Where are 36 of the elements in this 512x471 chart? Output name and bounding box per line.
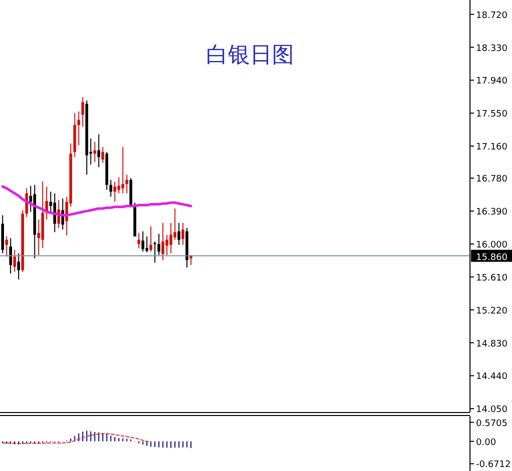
y-tick-label: 18.330 xyxy=(476,44,508,54)
candlestick xyxy=(169,222,172,254)
y-tick-label: 16.780 xyxy=(476,174,508,185)
y-tick-label: 17.940 xyxy=(476,76,508,87)
candlestick xyxy=(165,234,168,256)
y-tick-label: 16.390 xyxy=(476,208,508,218)
y-tick-label: -0.6712 xyxy=(476,460,511,470)
y-tick-label: 0.5705 xyxy=(476,418,508,429)
y-tick-label: 16.000 xyxy=(476,240,508,250)
y-tick-label: 17.550 xyxy=(476,110,508,120)
y-tick-label: 0.00 xyxy=(476,438,496,448)
y-tick-label: 15.220 xyxy=(476,306,508,316)
y-tick-label: 17.160 xyxy=(476,142,508,153)
candlestick xyxy=(9,238,12,274)
text: 白银日图 xyxy=(206,43,294,68)
candlestick xyxy=(121,146,124,194)
candlestick xyxy=(25,188,28,218)
y-tick-label: 14.830 xyxy=(476,339,508,350)
candlestick xyxy=(117,176,120,194)
candlestick xyxy=(145,236,148,253)
candlestick xyxy=(149,226,152,252)
candlestick xyxy=(161,222,164,261)
candlestick xyxy=(13,249,16,272)
line-series xyxy=(2,433,152,444)
candlestick xyxy=(182,222,184,246)
ref-line-label: 15.860 xyxy=(476,252,508,263)
y-tick-label: 14.440 xyxy=(476,372,508,382)
candlestick xyxy=(153,240,156,264)
candlestick xyxy=(178,222,180,246)
y-tick-label: 18.720 xyxy=(476,10,508,21)
y-tick-label: 15.610 xyxy=(476,273,508,284)
candlestick xyxy=(157,233,160,256)
y-tick-label: 14.050 xyxy=(476,405,508,416)
candlestick xyxy=(81,96,84,128)
candlestick xyxy=(17,252,20,280)
candlestick xyxy=(5,236,8,258)
